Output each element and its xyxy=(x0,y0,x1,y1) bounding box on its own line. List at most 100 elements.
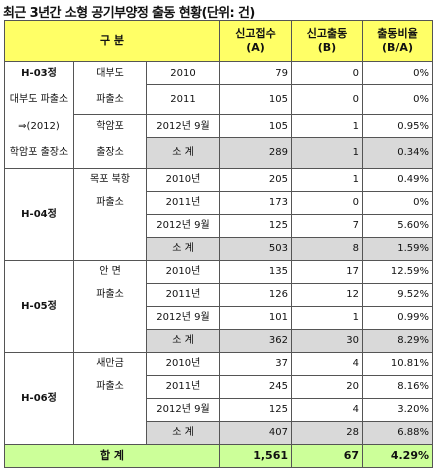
dispatch-cell: 12 xyxy=(291,282,363,307)
year-cell: 2012년 9월 xyxy=(146,397,220,422)
craft-note: ⇒(2012) xyxy=(4,114,74,138)
table-row: H-03정 대부도 2010 79 0 0% xyxy=(4,61,433,85)
ratio-cell: 6.88% xyxy=(362,420,433,445)
year-cell: 2011 xyxy=(146,84,220,115)
station-spacer xyxy=(73,237,147,261)
year-cell: 2010년 xyxy=(146,351,220,376)
reports-cell: 407 xyxy=(219,420,292,445)
header-row: 구 분 신고접수 (A) 신고출동 (B) 출동비율 (B/A) xyxy=(4,20,433,62)
dispatch-cell: 0 xyxy=(291,84,363,115)
ratio-cell: 0% xyxy=(362,84,433,115)
dispatch-cell: 30 xyxy=(291,328,363,353)
year-cell: 2010년 xyxy=(146,167,220,192)
craft-name: H-05정 xyxy=(4,259,74,353)
table-row: 파출소 2011년 245 20 8.16% xyxy=(5,374,433,399)
subtotal-label: 소 계 xyxy=(146,137,220,169)
ratio-cell: 0.99% xyxy=(362,305,433,330)
subtotal-label: 소 계 xyxy=(146,420,220,445)
dispatch-cell: 1 xyxy=(291,114,363,138)
craft-name: H-06정 xyxy=(4,351,74,445)
ratio-cell: 0% xyxy=(362,61,433,85)
dispatch-cell: 0 xyxy=(291,190,363,215)
header-dispatch: 신고출동 (B) xyxy=(291,20,363,62)
ratio-cell: 12.59% xyxy=(362,259,433,284)
table-row: 파출소 2011년 126 12 9.52% xyxy=(5,282,433,307)
reports-cell: 135 xyxy=(219,259,292,284)
total-reports: 1,561 xyxy=(219,443,292,468)
header-category: 구 분 xyxy=(4,20,220,62)
subtotal-label: 소 계 xyxy=(146,236,220,261)
reports-cell: 101 xyxy=(219,305,292,330)
station-spacer xyxy=(73,214,147,237)
year-cell: 2012년 9월 xyxy=(146,305,220,330)
year-cell: 2011년 xyxy=(146,190,220,215)
reports-cell: 173 xyxy=(219,190,292,215)
reports-cell: 105 xyxy=(219,114,292,138)
reports-cell: 125 xyxy=(219,213,292,238)
dispatch-cell: 20 xyxy=(291,374,363,399)
dispatch-cell: 28 xyxy=(291,420,363,445)
total-label: 합 계 xyxy=(4,443,220,468)
reports-cell: 105 xyxy=(219,84,292,115)
dispatch-cell: 17 xyxy=(291,259,363,284)
ratio-cell: 0.34% xyxy=(362,137,433,169)
year-cell: 2011년 xyxy=(146,282,220,307)
dispatch-cell: 8 xyxy=(291,236,363,261)
table-row: H-05정 안 면 2010년 135 17 12.59% xyxy=(4,259,433,353)
reports-cell: 125 xyxy=(219,397,292,422)
station-name: 안 면 xyxy=(73,259,147,283)
reports-cell: 245 xyxy=(219,374,292,399)
table-row: H-04정 목포 북항 2010년 205 1 0.49% xyxy=(4,167,433,261)
station-spacer xyxy=(73,329,147,353)
station-name: 파출소 xyxy=(73,84,147,115)
year-cell: 2011년 xyxy=(146,374,220,399)
subtotal-row: 소 계 407 28 6.88% xyxy=(5,420,433,445)
year-cell: 2010년 xyxy=(146,259,220,284)
year-cell: 2012년 9월 xyxy=(146,114,220,138)
table-row: 2012년 9월 125 4 3.20% xyxy=(5,397,433,422)
page-title: 최근 3년간 소형 공기부양정 출동 현황(단위: 건) xyxy=(3,6,255,21)
station-spacer xyxy=(73,398,147,421)
header-ratio: 출동비율 (B/A) xyxy=(362,20,433,62)
craft-note: 대부도 파출소 xyxy=(4,84,74,115)
reports-cell: 126 xyxy=(219,282,292,307)
station-name: 출장소 xyxy=(73,137,147,169)
dispatch-cell: 1 xyxy=(291,137,363,169)
ratio-cell: 3.20% xyxy=(362,397,433,422)
craft-name: H-04정 xyxy=(4,167,74,261)
year-cell: 2012년 9월 xyxy=(146,213,220,238)
ratio-cell: 10.81% xyxy=(362,351,433,376)
total-ratio: 4.29% xyxy=(362,443,433,468)
ratio-cell: 1.59% xyxy=(362,236,433,261)
ratio-cell: 0% xyxy=(362,190,433,215)
ratio-cell: 0.95% xyxy=(362,114,433,138)
station-name: 파출소 xyxy=(73,283,147,306)
craft-name: H-03정 xyxy=(4,61,74,85)
station-name: 파출소 xyxy=(73,191,147,214)
table-row: H-06정 새만금 2010년 37 4 10.81% xyxy=(4,351,433,445)
header-reports: 신고접수 (A) xyxy=(219,20,292,62)
reports-cell: 362 xyxy=(219,328,292,353)
year-cell: 2010 xyxy=(146,61,220,85)
station-spacer xyxy=(73,306,147,329)
dispatch-cell: 4 xyxy=(291,397,363,422)
dispatch-cell: 7 xyxy=(291,213,363,238)
ratio-cell: 8.29% xyxy=(362,328,433,353)
table-row: ⇒(2012) 학암포 2012년 9월 105 1 0.95% xyxy=(4,114,433,138)
subtotal-row: 학암포 출장소 출장소 소 계 289 1 0.34% xyxy=(4,137,433,169)
ratio-cell: 0.49% xyxy=(362,167,433,192)
reports-cell: 503 xyxy=(219,236,292,261)
dispatch-cell: 1 xyxy=(291,305,363,330)
dispatch-cell: 4 xyxy=(291,351,363,376)
reports-cell: 289 xyxy=(219,137,292,169)
total-dispatch: 67 xyxy=(291,443,363,468)
reports-cell: 205 xyxy=(219,167,292,192)
craft-note: 학암포 출장소 xyxy=(4,137,74,169)
dispatch-table: 구 분 신고접수 (A) 신고출동 (B) 출동비율 (B/A) H-03정 대부도 … xyxy=(4,20,433,468)
subtotal-label: 소 계 xyxy=(146,328,220,353)
reports-cell: 79 xyxy=(219,61,292,85)
subtotal-row: 소 계 362 30 8.29% xyxy=(5,328,433,353)
table-row: 대부도 파출소 파출소 2011 105 0 0% xyxy=(4,84,433,115)
station-name: 새만금 xyxy=(73,351,147,375)
reports-cell: 37 xyxy=(219,351,292,376)
